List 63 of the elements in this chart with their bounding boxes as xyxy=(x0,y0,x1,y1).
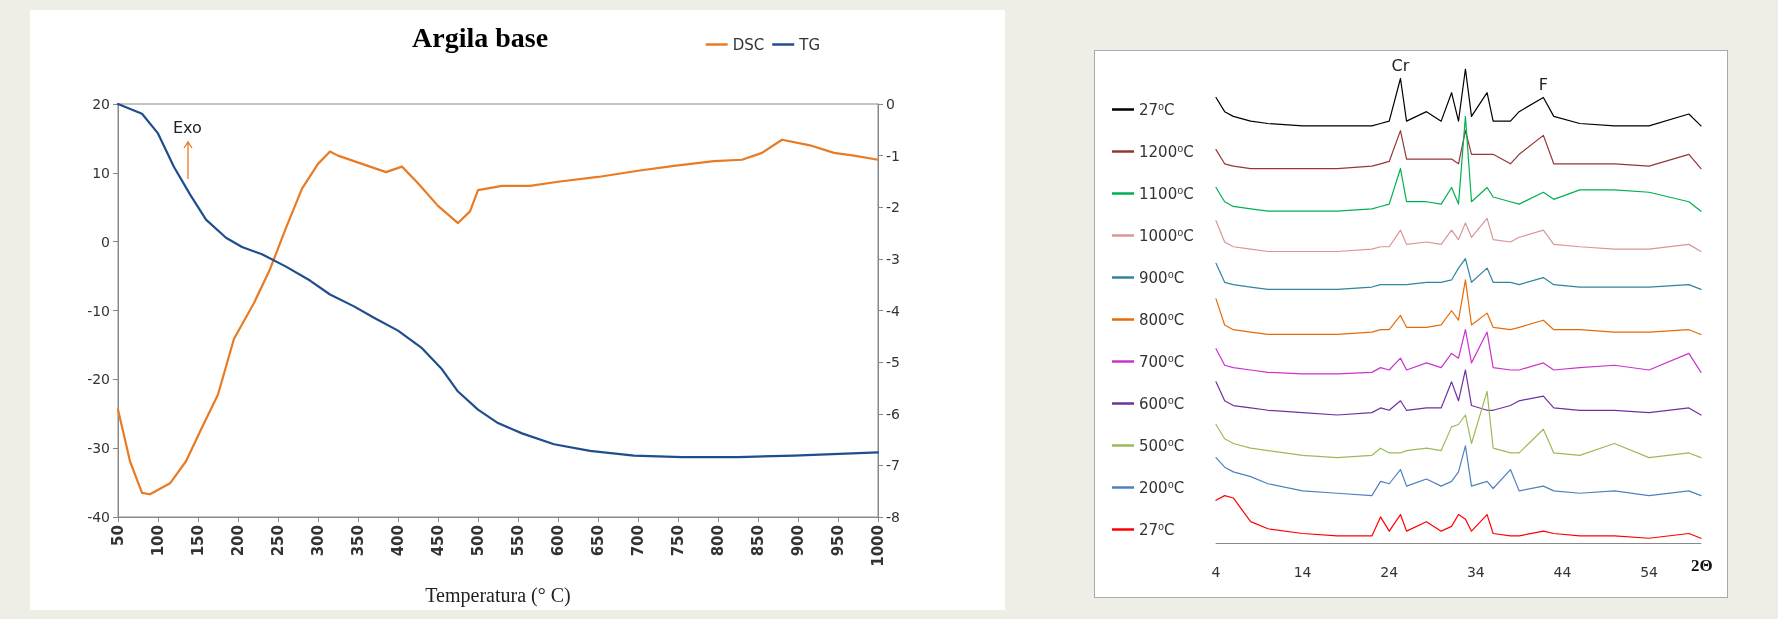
y-tick-label: 0 xyxy=(101,233,110,250)
x-tick-label: 500 xyxy=(469,525,487,557)
x-axis-title: 2Θ xyxy=(1691,556,1713,575)
x-tick-label: 34 xyxy=(1466,564,1485,580)
legend-label: DSC xyxy=(732,35,765,54)
x-tick-label: 950 xyxy=(829,525,847,557)
x-tick-label: 44 xyxy=(1553,564,1572,580)
x-tick-label: 24 xyxy=(1380,564,1399,580)
y-tick-label: -20 xyxy=(87,371,110,388)
annotation: F xyxy=(1538,75,1548,95)
y2-tick-label: -2 xyxy=(886,199,900,216)
line-series xyxy=(116,102,880,459)
line-series xyxy=(116,138,880,496)
legend-label: 27⁰C xyxy=(1139,100,1175,119)
y2-tick-label: -8 xyxy=(886,509,900,525)
y2-tick-label: -7 xyxy=(886,457,900,474)
y-tick-label: -10 xyxy=(87,302,110,319)
y2-tick-label: -3 xyxy=(886,250,900,267)
legend-label: 1100⁰C xyxy=(1139,184,1194,203)
x-tick-label: 600 xyxy=(549,525,567,557)
annotation: Cr xyxy=(1391,56,1410,76)
x-tick-label: 650 xyxy=(589,525,607,557)
x-axis-title: Temperatura (° C) xyxy=(425,584,571,607)
legend-label: 200⁰C xyxy=(1139,478,1185,497)
x-tick-label: 250 xyxy=(269,525,287,557)
x-tick-label: 900 xyxy=(789,525,807,557)
y2-tick-label: -1 xyxy=(886,147,900,164)
x-tick-label: 54 xyxy=(1640,564,1659,580)
y-tick-label: 10 xyxy=(92,164,110,181)
y2-tick-label: 0 xyxy=(886,96,895,112)
legend-label: 900⁰C xyxy=(1139,268,1185,287)
x-tick-label: 450 xyxy=(429,525,447,557)
legend-label: 27⁰C xyxy=(1139,520,1175,539)
y-tick-label: -40 xyxy=(87,509,110,525)
legend-label: 1000⁰C xyxy=(1139,226,1194,245)
x-tick-label: 200 xyxy=(229,525,247,557)
x-tick-label: 14 xyxy=(1293,564,1312,580)
legend-label: 700⁰C xyxy=(1139,352,1185,371)
legend-label: 500⁰C xyxy=(1139,436,1185,455)
x-tick-label: 4 xyxy=(1211,564,1221,580)
annotation: Exo xyxy=(173,118,202,137)
legend-label: 600⁰C xyxy=(1139,394,1185,413)
x-tick-label: 700 xyxy=(629,525,647,557)
legend-label: 800⁰C xyxy=(1139,310,1185,329)
x-tick-label: 550 xyxy=(509,525,527,557)
y2-tick-label: -4 xyxy=(886,302,901,319)
y2-tick-label: -5 xyxy=(886,354,900,371)
x-tick-label: 400 xyxy=(389,525,407,557)
x-tick-label: 100 xyxy=(149,525,167,557)
x-tick-label: 1000 xyxy=(869,525,887,567)
x-tick-label: 300 xyxy=(309,525,327,557)
chart-title: Argila base xyxy=(412,21,549,53)
x-tick-label: 50 xyxy=(109,525,127,546)
y2-tick-label: -6 xyxy=(886,405,901,422)
y-tick-label: -30 xyxy=(87,440,110,457)
x-tick-label: 350 xyxy=(349,525,367,557)
legend-label: 1200⁰C xyxy=(1139,142,1194,161)
x-tick-label: 800 xyxy=(709,525,727,557)
x-tick-label: 150 xyxy=(189,525,207,557)
x-tick-label: 850 xyxy=(749,525,767,557)
x-tick-label: 750 xyxy=(669,525,687,557)
legend-label: TG xyxy=(798,35,821,54)
y-tick-label: 20 xyxy=(92,96,110,112)
